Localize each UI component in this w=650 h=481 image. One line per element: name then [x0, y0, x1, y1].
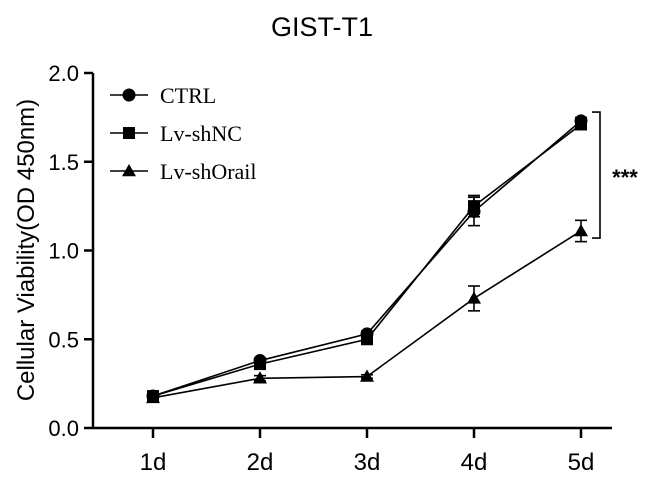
- x-tick-label: 1d: [140, 449, 167, 476]
- significance-stars: ***: [612, 165, 638, 190]
- data-point: [254, 358, 266, 371]
- series-layer: [146, 114, 588, 404]
- legend-marker: [122, 164, 136, 177]
- data-point: [575, 118, 587, 131]
- data-point: [253, 371, 267, 384]
- data-point: [360, 369, 374, 382]
- legend-label: CTRL: [160, 83, 216, 108]
- significance-annotation: ***: [592, 111, 638, 239]
- x-tick-label: 2d: [247, 449, 274, 476]
- significance-bracket: [592, 111, 601, 239]
- series-lv-shorail: [146, 219, 588, 404]
- data-point: [468, 200, 480, 213]
- legend-item: Lv-shNC: [110, 121, 242, 146]
- y-tick-label: 2.0: [48, 61, 79, 86]
- legend-label: Lv-shOrail: [160, 159, 257, 184]
- data-point: [574, 223, 588, 237]
- legend-marker: [123, 127, 135, 139]
- legend-item: CTRL: [110, 83, 216, 108]
- series-ctrl: [146, 114, 588, 403]
- x-tick-label: 3d: [354, 449, 381, 476]
- y-axis-label: Cellular Viability(OD 450nm): [13, 99, 40, 401]
- x-tick-label: 5d: [568, 449, 595, 476]
- y-tick-label: 0.0: [48, 416, 79, 441]
- legend-marker: [122, 88, 136, 102]
- data-point: [361, 333, 373, 346]
- y-tick-label: 1.0: [48, 239, 79, 264]
- axes: 0.0 0.5 1.0 1.5 2.0 1d 2d 3d 4d 5d: [48, 61, 612, 476]
- x-tick-label: 4d: [461, 449, 488, 476]
- y-tick-label: 1.5: [48, 150, 79, 175]
- legend: CTRL Lv-shNC Lv-shOrail: [110, 83, 257, 184]
- data-point: [146, 390, 160, 404]
- legend-item: Lv-shOrail: [110, 159, 257, 184]
- y-tick-label: 0.5: [48, 327, 79, 352]
- legend-label: Lv-shNC: [160, 121, 242, 146]
- data-point: [467, 291, 481, 304]
- chart-title: GIST-T1: [271, 12, 373, 42]
